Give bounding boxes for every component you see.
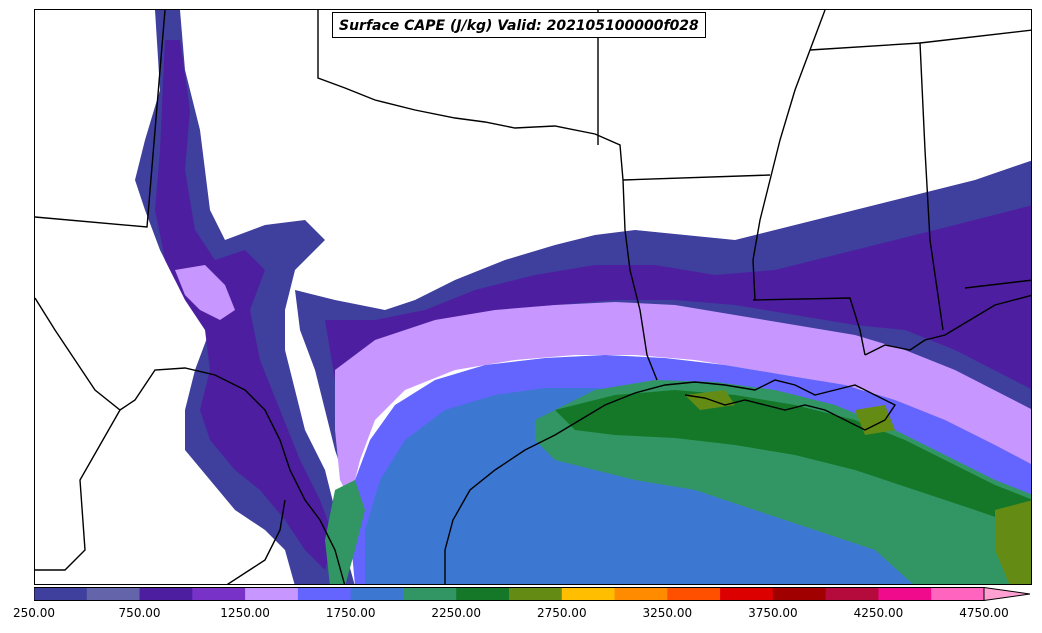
map-title: Surface CAPE (J/kg) Valid: 202105100000f… [332, 12, 706, 38]
border-al-ga [919, 29, 1031, 44]
colorbar-tick-label: 250.00 [13, 606, 55, 620]
coastline-gulf-east [864, 294, 1031, 356]
colorbar-tick-label: 4750.00 [959, 606, 1009, 620]
colorbar-segment [878, 587, 932, 601]
cape-field-gulf-darkgreen [555, 390, 1031, 530]
border-la-ms-31n [752, 297, 866, 356]
colorbar-segment [509, 587, 563, 601]
border-ms-al [809, 42, 944, 331]
colorbar-segment [350, 587, 404, 601]
colorbar-segment [561, 587, 616, 601]
colorbar-tick-label: 2250.00 [431, 606, 482, 620]
colorbar-segment [667, 587, 721, 601]
colorbar-segment [825, 587, 879, 601]
colorbar-extend-arrow [983, 587, 1031, 601]
cape-shading [135, 10, 1031, 584]
colorbar-tick-label: 1250.00 [220, 606, 270, 620]
border-ms-river [752, 10, 826, 301]
cape-field-central-inner [325, 205, 1031, 410]
cape-field-west-light [175, 265, 235, 320]
colorbar-tick-label: 4250.00 [853, 606, 904, 620]
colorbar-segment [245, 587, 299, 601]
colorbar-segment [297, 587, 352, 601]
cape-field-coastal-green [325, 480, 365, 584]
colorbar-outline [34, 587, 985, 601]
colorbar-segments [34, 587, 1031, 601]
border-la-ar [622, 174, 771, 181]
border-nm-tx-north [35, 10, 166, 228]
border-mexico-interior [35, 409, 121, 571]
border-mexico-south [226, 499, 286, 584]
cape-field-olive-patch-3 [855, 405, 895, 435]
cape-map [34, 9, 1032, 585]
colorbar-segment [192, 587, 246, 601]
colorbar-segment [456, 587, 510, 601]
border-ok-tx-red-river [317, 10, 624, 181]
colorbar-tick-label: 1750.00 [325, 606, 376, 620]
colorbar-tick-label: 3750.00 [748, 606, 798, 620]
cape-field-lavender-edge [335, 302, 1031, 500]
cape-colorbar [34, 587, 1031, 601]
colorbar-tick-label: 3250.00 [642, 606, 693, 620]
colorbar-segment [34, 587, 88, 601]
colorbar-segment [403, 587, 457, 601]
colorbar-segment [139, 587, 193, 601]
cape-field-olive-patch-2 [995, 500, 1031, 584]
coastline-texas [444, 379, 897, 584]
colorbar-segment [86, 587, 141, 601]
cape-field-west-inner [155, 40, 335, 570]
border-al-fl [964, 279, 1031, 289]
border-tx-la-sabine [622, 179, 658, 381]
colorbar-segment [720, 587, 774, 601]
border-rio-grande [35, 297, 346, 584]
colorbar-tick-label: 2750.00 [536, 606, 587, 620]
colorbar-segment [614, 587, 668, 601]
map-canvas [35, 10, 1031, 584]
colorbar-tick-label: 750.00 [118, 606, 161, 620]
cape-field-central-band [295, 160, 1031, 480]
colorbar-segment [772, 587, 827, 601]
colorbar-segment [931, 587, 985, 601]
